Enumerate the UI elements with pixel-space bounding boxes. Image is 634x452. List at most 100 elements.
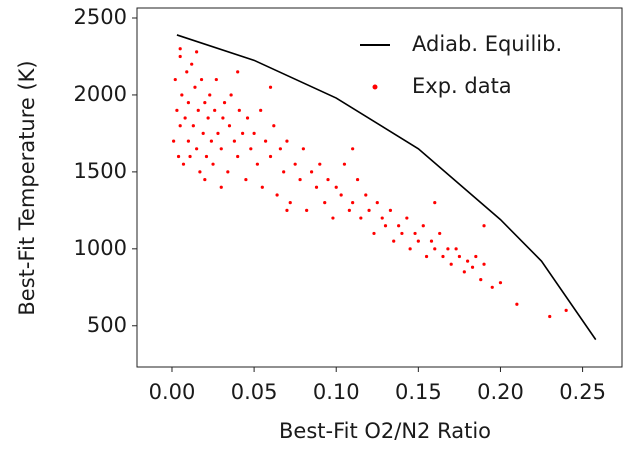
data-point: [176, 154, 181, 159]
data-point: [482, 224, 486, 228]
data-point: [364, 193, 368, 197]
data-point: [260, 185, 264, 189]
data-point: [392, 239, 396, 243]
data-point: [367, 208, 371, 212]
data-point: [209, 139, 214, 143]
data-point: [203, 101, 207, 105]
data-point: [188, 154, 192, 159]
x-tick-label: 0.00: [149, 380, 196, 404]
data-point: [342, 162, 347, 166]
data-point: [213, 108, 217, 112]
data-point: [359, 216, 363, 220]
y-tick-label: 500: [87, 313, 127, 337]
data-point: [178, 47, 182, 51]
data-point: [229, 93, 233, 97]
data-point: [236, 70, 240, 74]
data-point: [372, 231, 376, 236]
data-point: [424, 254, 429, 259]
data-point: [272, 124, 276, 128]
data-point: [355, 177, 360, 182]
data-point: [199, 77, 204, 82]
data-point: [347, 208, 351, 212]
y-tick-label: 2500: [74, 5, 127, 29]
data-point: [301, 147, 305, 151]
data-point: [564, 308, 568, 312]
data-point: [201, 131, 205, 136]
x-tick-label: 0.25: [559, 380, 606, 404]
data-point: [211, 162, 215, 166]
data-point: [241, 131, 245, 136]
y-tick-label: 2000: [74, 82, 127, 106]
data-point: [305, 208, 309, 212]
x-tick-label: 0.05: [231, 380, 278, 404]
data-point: [214, 77, 218, 82]
data-point: [400, 231, 404, 236]
data-point: [462, 270, 466, 274]
data-point: [433, 201, 437, 205]
x-tick-label: 0.20: [477, 380, 524, 404]
data-point: [268, 85, 273, 89]
data-point: [351, 201, 355, 205]
data-point: [309, 170, 314, 174]
x-tick-label: 0.15: [395, 380, 442, 404]
legend-label: Adiab. Equilib.: [412, 32, 562, 56]
data-point: [479, 277, 483, 282]
data-point: [203, 177, 207, 182]
data-point: [186, 139, 191, 143]
data-point: [433, 247, 437, 251]
data-point: [351, 147, 355, 151]
data-point: [334, 185, 338, 189]
data-point: [191, 124, 195, 128]
data-point: [259, 108, 263, 112]
data-point: [206, 116, 210, 120]
data-point: [285, 139, 289, 143]
data-point: [314, 185, 319, 189]
equilibrium-line: [176, 34, 597, 341]
plot-frame: [136, 7, 623, 368]
data-point: [405, 216, 409, 220]
y-axis-label: Best-Fit Temperature (K): [15, 60, 39, 315]
data-point: [429, 239, 434, 243]
data-point: [172, 139, 176, 143]
data-point: [185, 70, 189, 74]
data-point: [180, 93, 184, 97]
data-point: [375, 201, 379, 205]
data-point: [181, 162, 186, 166]
data-point: [198, 170, 202, 174]
data-point: [245, 116, 250, 120]
data-point: [278, 147, 282, 151]
data-point: [263, 139, 268, 143]
legend-label: Exp. data: [412, 74, 512, 98]
data-point: [186, 101, 191, 105]
data-point: [175, 108, 179, 112]
y-tick-label: 1500: [74, 159, 127, 183]
data-point: [236, 154, 240, 159]
data-point: [237, 108, 241, 112]
data-point: [226, 170, 230, 174]
data-point: [339, 193, 343, 197]
data-point: [454, 247, 458, 251]
legend-dot: [372, 84, 378, 90]
data-point: [221, 116, 225, 120]
data-point: [255, 162, 259, 166]
x-axis-label: Best-Fit O2/N2 Ratio: [279, 419, 491, 443]
data-point: [282, 170, 286, 174]
data-point: [416, 239, 420, 243]
data-point: [178, 54, 182, 59]
data-point: [466, 259, 470, 263]
data-point: [268, 154, 273, 159]
data-point: [470, 265, 475, 269]
data-point: [331, 216, 335, 220]
data-point: [183, 116, 187, 120]
data-point: [190, 62, 194, 66]
data-point: [219, 147, 223, 151]
data-point: [515, 302, 519, 306]
data-point: [397, 224, 401, 228]
data-point: [244, 177, 248, 182]
data-point: [193, 85, 197, 89]
data-point: [275, 193, 279, 197]
data-point: [482, 262, 486, 266]
data-point: [498, 281, 503, 285]
data-point: [383, 224, 388, 228]
